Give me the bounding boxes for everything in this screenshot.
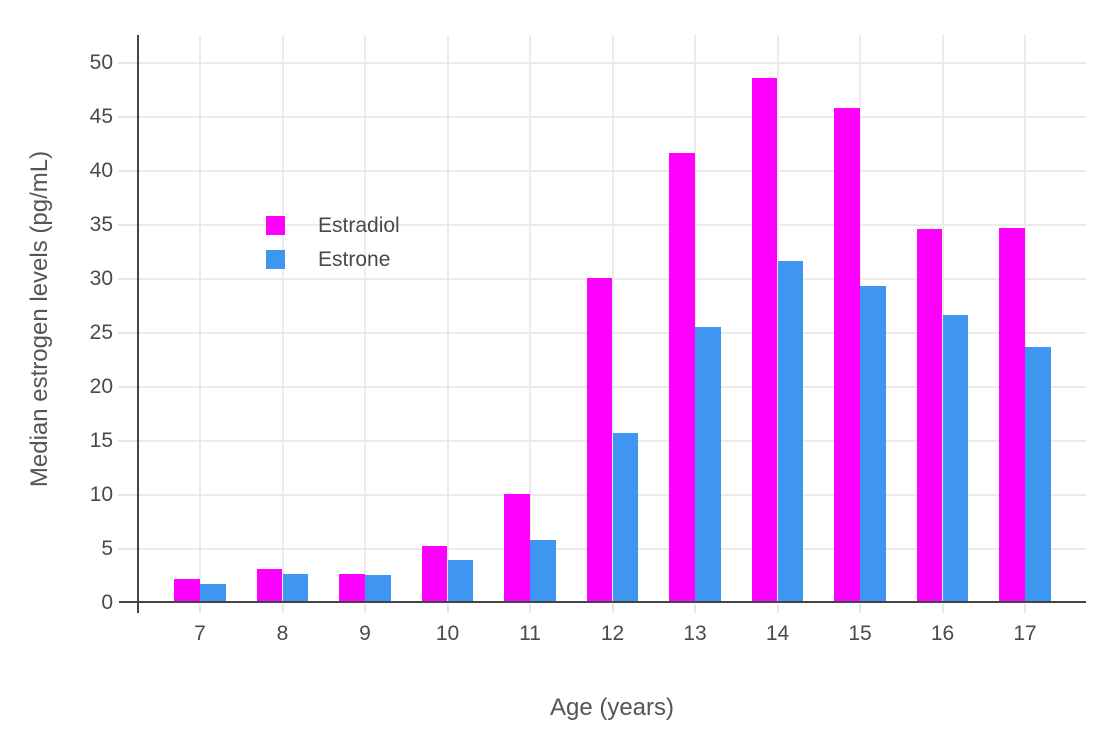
bar-estradiol-age-15[interactable]: [834, 107, 860, 603]
legend-swatch-estradiol: [266, 216, 285, 235]
x-tick-mark-16: [941, 604, 944, 613]
x-axis-title: Age (years): [549, 694, 675, 721]
y-tick-mark-35: [118, 223, 137, 226]
bar-estrone-age-13[interactable]: [695, 327, 721, 603]
legend-label-estrone: Estrone: [318, 248, 391, 271]
bar-estradiol-age-10[interactable]: [421, 545, 448, 603]
y-axis-title: Median estrogen levels (pg/mL): [26, 150, 53, 488]
x-tick-label-16: 16: [930, 622, 955, 645]
x-tick-mark-13: [694, 604, 696, 613]
bar-estradiol-age-11[interactable]: [504, 493, 530, 603]
x-gridline-17: [1024, 35, 1026, 603]
y-tick-mark-50: [118, 61, 137, 64]
y-tick-label-50: 50: [89, 50, 113, 74]
x-tick-label-7: 7: [194, 622, 206, 645]
y-axis-line: [137, 35, 139, 613]
x-gridline-8: [281, 35, 284, 603]
x-gridline-13: [694, 35, 696, 603]
bar-estrone-age-15[interactable]: [860, 286, 886, 603]
y-tick-label-25: 25: [89, 320, 113, 344]
x-gridline-10: [446, 35, 449, 603]
x-tick-label-11: 11: [519, 622, 541, 645]
y-tick-label-30: 30: [89, 266, 113, 290]
x-tick-mark-17: [1024, 604, 1026, 613]
x-gridline-9: [364, 35, 366, 603]
y-tick-label-0: 0: [101, 591, 113, 614]
x-tick-label-15: 15: [848, 622, 872, 645]
y-tick-mark-5: [118, 547, 137, 550]
bar-estrone-age-14[interactable]: [777, 261, 804, 603]
bar-estradiol-age-9[interactable]: [339, 573, 365, 603]
x-tick-label-12: 12: [600, 622, 625, 645]
bar-estradiol-age-13[interactable]: [669, 153, 695, 603]
legend-swatch-estrone: [266, 250, 285, 269]
y-tick-label-45: 45: [89, 104, 113, 128]
bar-estrone-age-8[interactable]: [282, 573, 309, 603]
bar-estradiol-age-12[interactable]: [586, 277, 613, 603]
x-axis-zero-line: [119, 601, 1086, 603]
y-tick-label-20: 20: [89, 374, 113, 398]
x-tick-mark-7: [199, 604, 201, 613]
bar-estrone-age-9[interactable]: [365, 574, 391, 603]
bar-estrone-age-17[interactable]: [1025, 346, 1051, 603]
x-tick-mark-9: [364, 604, 366, 613]
x-tick-label-10: 10: [435, 622, 460, 645]
bar-estrone-age-7[interactable]: [200, 583, 226, 603]
x-tick-mark-10: [446, 604, 449, 613]
y-tick-label-40: 40: [89, 158, 113, 182]
bar-estradiol-age-8[interactable]: [256, 569, 283, 603]
bar-estradiol-age-7[interactable]: [174, 579, 200, 603]
y-tick-mark-45: [118, 115, 137, 118]
y-tick-mark-30: [118, 277, 137, 280]
y-tick-label-10: 10: [89, 482, 113, 506]
x-tick-label-13: 13: [683, 622, 707, 645]
x-tick-label-14: 14: [765, 622, 790, 645]
y-tick-mark-15: [118, 439, 137, 442]
bar-estradiol-age-14[interactable]: [751, 77, 778, 603]
bar-estradiol-age-16[interactable]: [916, 228, 943, 603]
x-tick-label-8: 8: [276, 622, 289, 645]
y-tick-label-15: 15: [89, 428, 113, 452]
y-tick-mark-10: [118, 493, 137, 496]
x-gridline-7: [199, 35, 201, 603]
y-tick-label-5: 5: [101, 536, 113, 560]
legend-item-estrone[interactable]: Estrone: [266, 248, 400, 271]
y-tick-label-35: 35: [89, 212, 113, 236]
x-gridline-12: [611, 35, 614, 603]
y-tick-mark-40: [118, 169, 137, 172]
legend: Estradiol Estrone: [266, 214, 400, 284]
bar-estrone-age-11[interactable]: [530, 540, 556, 603]
bar-estradiol-age-17[interactable]: [999, 227, 1025, 603]
x-tick-label-17: 17: [1013, 622, 1037, 645]
x-tick-mark-15: [859, 604, 861, 613]
y-tick-mark-20: [118, 385, 137, 388]
x-gridline-11: [529, 35, 531, 603]
x-tick-label-9: 9: [359, 622, 371, 645]
legend-item-estradiol[interactable]: Estradiol: [266, 214, 400, 237]
x-tick-mark-8: [281, 604, 284, 613]
x-tick-mark-14: [776, 604, 779, 613]
bar-estrone-age-16[interactable]: [942, 315, 969, 603]
bar-estrone-age-10[interactable]: [447, 559, 474, 603]
x-tick-mark-11: [529, 604, 531, 613]
legend-label-estradiol: Estradiol: [318, 214, 400, 237]
y-tick-mark-25: [118, 331, 137, 334]
bar-estrone-age-12[interactable]: [612, 433, 639, 603]
x-tick-mark-12: [611, 604, 614, 613]
